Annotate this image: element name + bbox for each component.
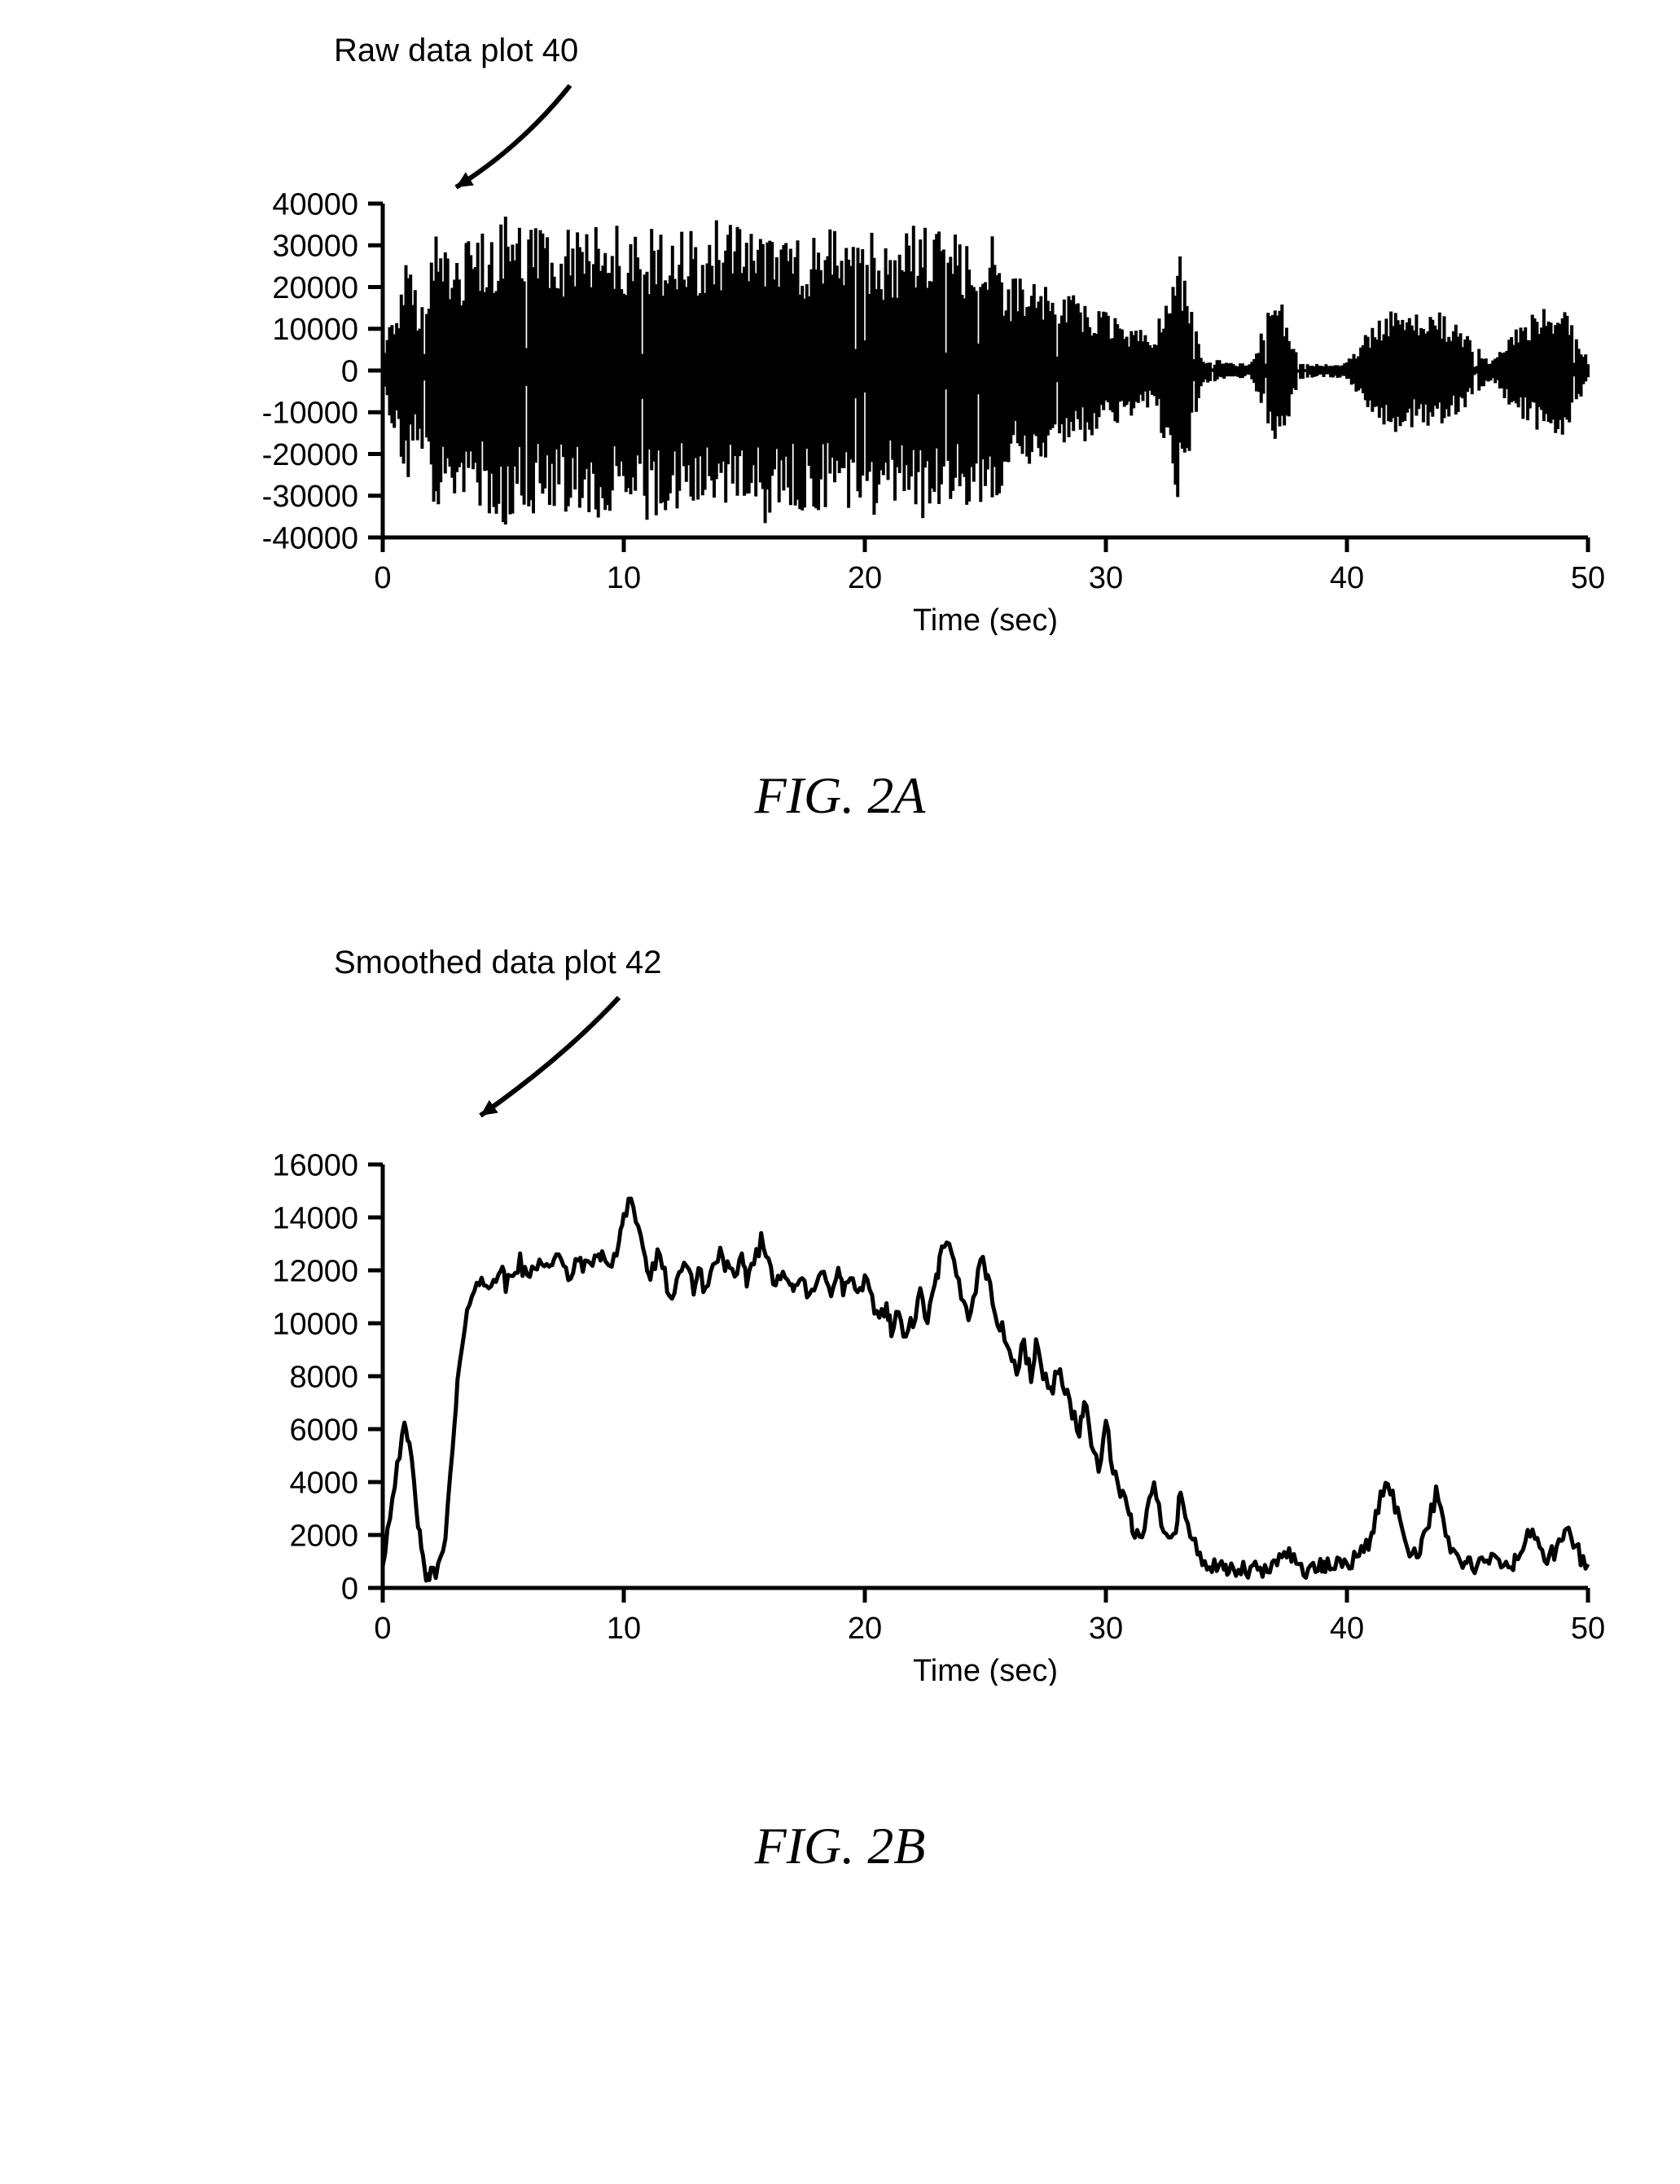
svg-text:16000: 16000 — [272, 1148, 358, 1182]
svg-text:6000: 6000 — [289, 1413, 358, 1447]
svg-text:10000: 10000 — [272, 1307, 358, 1341]
svg-text:40: 40 — [1330, 1612, 1364, 1646]
figure-caption-2b: FIG. 2B — [0, 1816, 1680, 1876]
svg-text:14000: 14000 — [272, 1201, 358, 1235]
svg-text:0: 0 — [374, 1612, 391, 1646]
svg-text:20: 20 — [848, 1612, 882, 1646]
svg-text:10: 10 — [607, 1612, 641, 1646]
svg-text:0: 0 — [341, 1572, 358, 1606]
svg-text:Time (sec): Time (sec) — [913, 1654, 1058, 1686]
svg-text:8000: 8000 — [289, 1360, 358, 1394]
svg-text:30: 30 — [1089, 1612, 1123, 1646]
svg-text:12000: 12000 — [272, 1254, 358, 1288]
svg-text:4000: 4000 — [289, 1466, 358, 1500]
chart-smoothed-data: 0 2000 4000 6000 8000 10000 12000 14000 16000 0 10… — [228, 1140, 1612, 1686]
svg-text:50: 50 — [1571, 1612, 1605, 1646]
svg-text:2000: 2000 — [289, 1519, 358, 1553]
chart-smoothed-data-svg: 0 2000 4000 6000 8000 10000 12000 14000 16000 0 10… — [228, 1140, 1612, 1686]
